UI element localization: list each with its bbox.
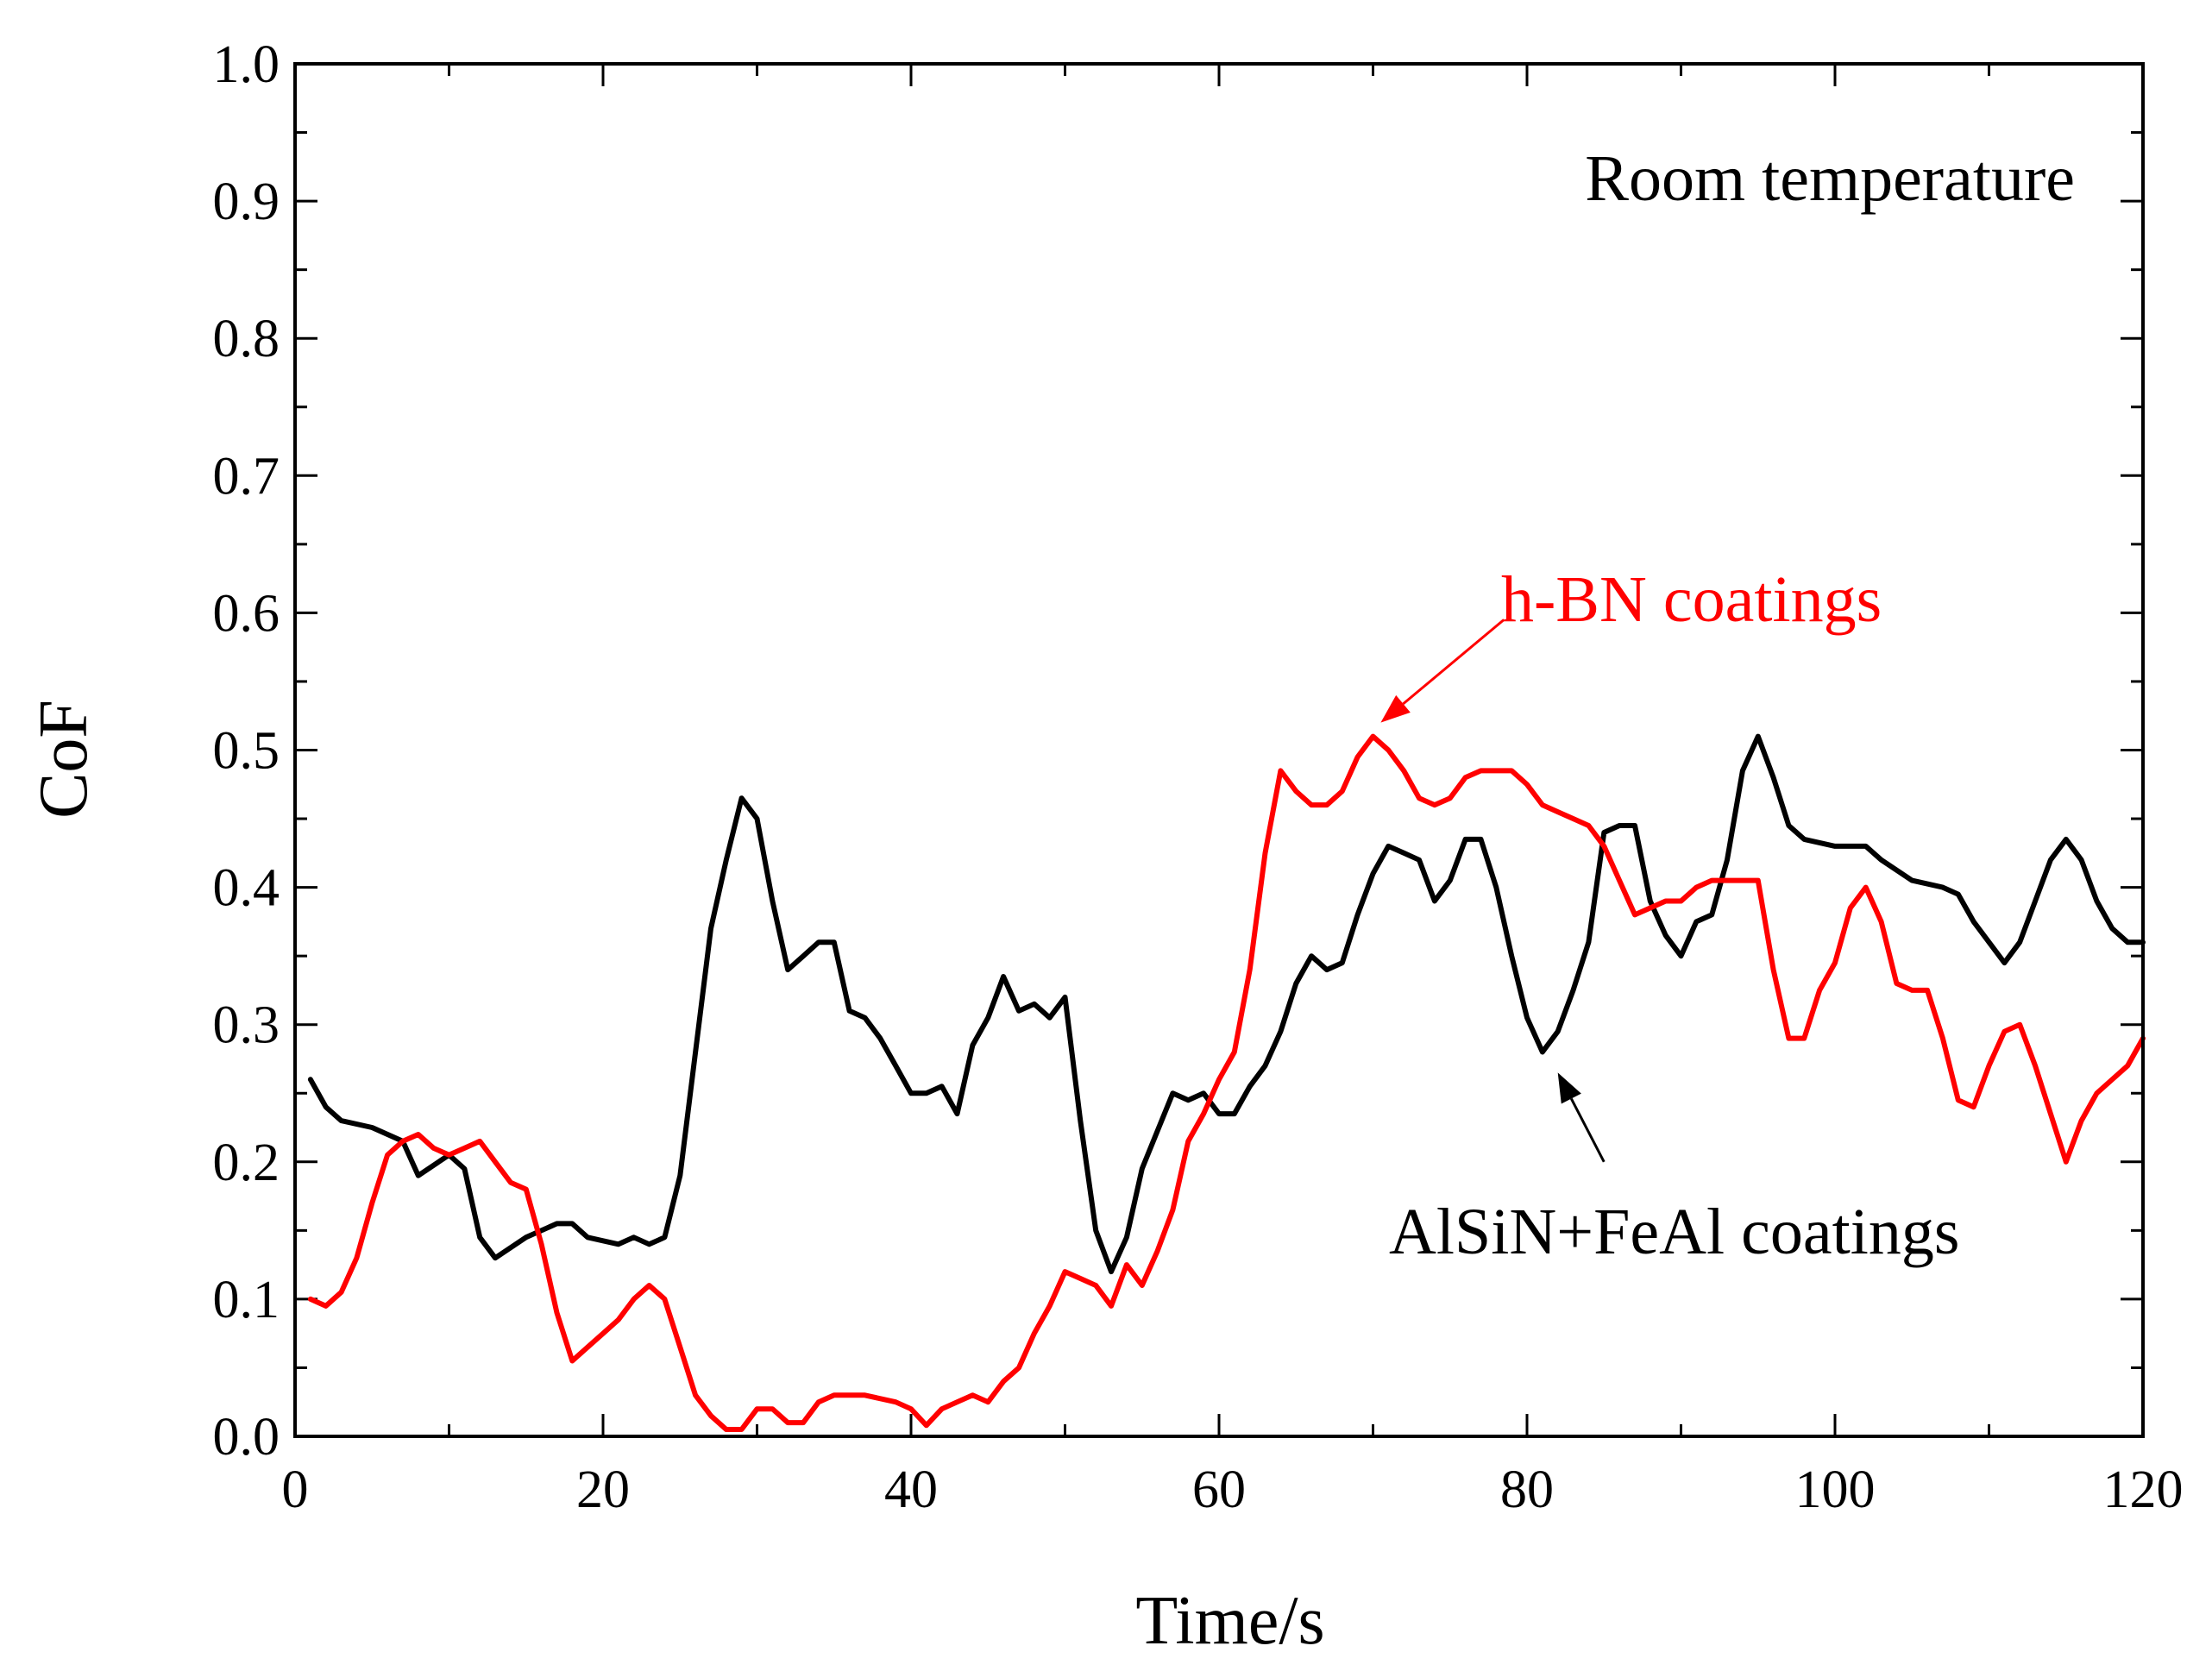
axis-ticks [293, 62, 2145, 1438]
annotation-arrows [1380, 619, 1606, 1163]
x-tick-label: 20 [576, 1461, 630, 1519]
y-tick-label: 0.3 [213, 996, 280, 1055]
x-tick-label: 60 [1192, 1461, 1246, 1519]
x-tick-label: 120 [2103, 1461, 2184, 1519]
series-line-alsin-feal [307, 733, 2146, 1275]
arrow-head [1557, 1072, 1581, 1104]
x-tick-label: 0 [282, 1461, 309, 1519]
y-tick-label: 0.1 [213, 1271, 280, 1329]
y-tick-label: 0.0 [213, 1408, 280, 1467]
y-tick-label: 0.8 [213, 310, 280, 368]
plot-frame [293, 62, 2145, 1438]
arrow-shaft [1402, 619, 1505, 706]
series-line-hbn [307, 733, 2146, 1432]
axis-tick-labels: 0 20 40 60 80 100 120 0.0 0.1 0.2 0.3 0.4 0.5 0.6 0.7 0… [213, 35, 2184, 1519]
y-axis-title: CoF [26, 700, 102, 819]
arrow-hbn [1380, 619, 1505, 723]
y-tick-label: 1.0 [213, 35, 280, 94]
y-tick-label: 0.9 [213, 173, 280, 231]
annotation-alsin-feal-coatings: AlSiN+FeAl coatings [1389, 1196, 1959, 1268]
y-tick-label: 0.4 [213, 859, 280, 918]
arrow-head [1380, 694, 1411, 723]
x-axis-title: Time/s [1135, 1583, 1324, 1659]
y-tick-label: 0.5 [213, 722, 280, 781]
x-tick-label: 100 [1795, 1461, 1876, 1519]
x-tick-label: 40 [884, 1461, 938, 1519]
arrow-shaft [1570, 1097, 1606, 1163]
y-tick-label: 0.6 [213, 584, 280, 643]
annotation-room-temperature: Room temperature [1585, 142, 2075, 215]
annotation-hbn-coatings: h-BN coatings [1501, 563, 1882, 636]
x-tick-label: 80 [1500, 1461, 1554, 1519]
y-tick-label: 0.2 [213, 1134, 280, 1192]
y-tick-label: 0.7 [213, 447, 280, 506]
series-lines [307, 733, 2146, 1432]
arrow-alsin-feal [1557, 1072, 1606, 1163]
